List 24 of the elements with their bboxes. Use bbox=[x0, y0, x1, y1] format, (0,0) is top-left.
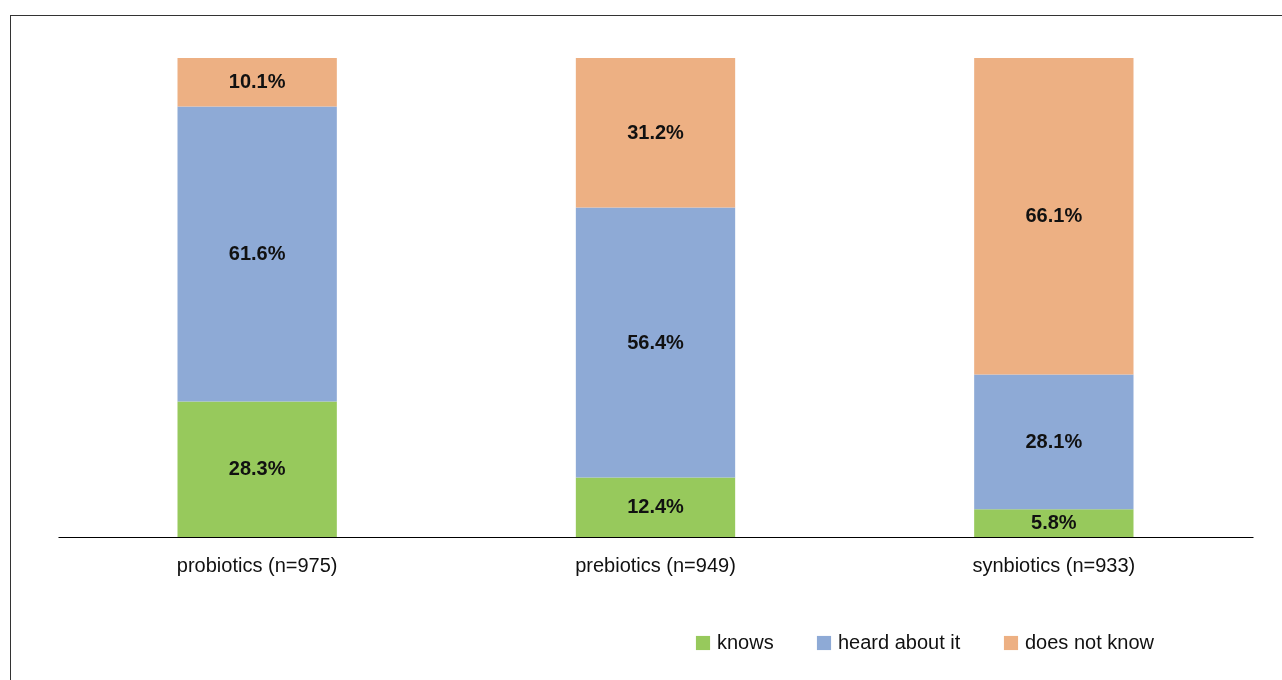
data-label: 28.1% bbox=[1025, 429, 1083, 452]
legend-label: does not know bbox=[1025, 631, 1155, 653]
data-label: 56.4% bbox=[627, 330, 685, 353]
bar bbox=[974, 374, 1134, 510]
data-label: 61.6% bbox=[228, 241, 286, 264]
bar bbox=[177, 106, 337, 402]
data-label: 31.2% bbox=[627, 120, 685, 143]
data-label: 5.8% bbox=[1031, 511, 1077, 534]
bar bbox=[575, 58, 736, 208]
bar bbox=[575, 477, 736, 537]
bar bbox=[177, 58, 337, 107]
x-tick-label: synbiotics (n=933) bbox=[972, 553, 1136, 576]
legend-label: heard about it bbox=[838, 631, 961, 653]
data-label: 12.4% bbox=[627, 495, 685, 518]
bar bbox=[974, 58, 1134, 375]
data-label: 66.1% bbox=[1025, 204, 1083, 227]
x-tick-label: probiotics (n=975) bbox=[176, 553, 338, 576]
bar bbox=[575, 207, 736, 478]
x-tick-label: prebiotics (n=949) bbox=[575, 553, 736, 576]
legend-label: knows bbox=[717, 631, 774, 653]
bar bbox=[974, 509, 1134, 537]
bar bbox=[177, 401, 337, 537]
data-label: 28.3% bbox=[228, 457, 286, 480]
data-label: 10.1% bbox=[228, 70, 286, 93]
